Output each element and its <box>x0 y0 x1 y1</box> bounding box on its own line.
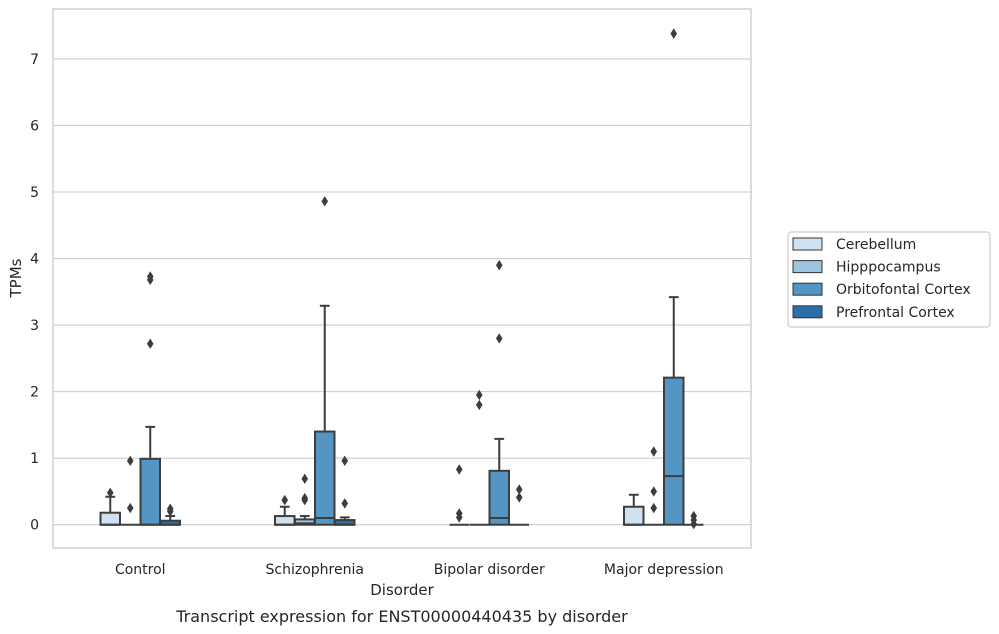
outlier-point <box>690 518 698 530</box>
outlier-point <box>495 333 503 344</box>
box <box>274 515 296 526</box>
outlier-point <box>301 494 309 506</box>
outlier-point <box>146 274 154 286</box>
outlier-point <box>126 502 134 514</box>
x-tick-label: Bipolar disorder <box>434 562 545 578</box>
x-tick-label: Control <box>115 562 166 578</box>
legend-label: Cerebellum <box>836 237 916 253</box>
outlier-point <box>455 512 463 523</box>
y-tick-label: 3 <box>30 318 39 334</box>
outlier-point <box>475 389 483 401</box>
y-tick-label: 4 <box>30 252 39 268</box>
box <box>623 505 645 526</box>
box <box>314 430 336 526</box>
legend-swatch <box>792 237 823 251</box>
outlier-point <box>650 446 658 457</box>
outlier-point <box>650 502 658 514</box>
x-axis-label: Disorder <box>370 581 434 599</box>
outlier-point <box>455 464 463 475</box>
legend-swatch <box>792 260 823 274</box>
outlier-point <box>281 494 289 506</box>
series-prefrontal-cortex <box>159 455 704 530</box>
y-tick-label: 6 <box>30 118 39 134</box>
y-tick-labels: 0 1 2 3 4 5 6 7 <box>30 52 39 534</box>
outlier-point <box>515 492 523 503</box>
box <box>488 469 510 526</box>
plot-frame <box>52 8 752 549</box>
series-cerebellum <box>99 464 645 526</box>
box <box>99 511 121 526</box>
y-tick-label: 5 <box>30 185 39 201</box>
outlier-point <box>126 455 134 467</box>
legend-label: Hipppocampus <box>836 260 941 276</box>
outlier-point <box>670 28 678 39</box>
legend-frame <box>787 231 991 328</box>
outlier-point <box>475 399 483 411</box>
y-tick-label: 1 <box>30 451 39 467</box>
outlier-point <box>341 498 349 509</box>
x-tick-label: Schizophrenia <box>266 562 364 578</box>
outlier-point <box>301 473 309 484</box>
y-tick-label: 7 <box>30 52 39 68</box>
y-tick-label: 0 <box>30 518 39 534</box>
x-tick-label: Major depression <box>604 562 724 578</box>
x-tick-labels: Control Schizophrenia Bipolar disorder Majo… <box>115 562 724 578</box>
outlier-point <box>146 338 154 349</box>
outlier-point <box>341 455 349 467</box>
chart-caption: Transcript expression for ENST0000044043… <box>175 607 628 626</box>
legend-label: Prefrontal Cortex <box>836 305 955 321</box>
grid-layer <box>53 58 751 526</box>
outlier-point <box>495 259 503 271</box>
legend-swatch <box>792 305 823 319</box>
outlier-point <box>321 196 329 207</box>
outlier-point <box>650 486 658 497</box>
box <box>663 376 685 526</box>
outlier-point <box>106 487 114 498</box>
series-hipppocampus <box>120 389 664 526</box>
box <box>139 457 161 526</box>
outlier-point <box>515 484 523 495</box>
legend-swatch <box>792 282 823 296</box>
y-tick-label: 2 <box>30 385 39 401</box>
legend-label: Orbitofontal Cortex <box>836 282 971 298</box>
boxes <box>99 28 704 530</box>
outlier-point <box>166 506 174 517</box>
series-orbitofontal-cortex <box>139 28 685 526</box>
y-axis-label: TPMs <box>7 258 25 298</box>
legend: Cerebellum Hipppocampus Orbitofontal Corte… <box>787 231 991 328</box>
